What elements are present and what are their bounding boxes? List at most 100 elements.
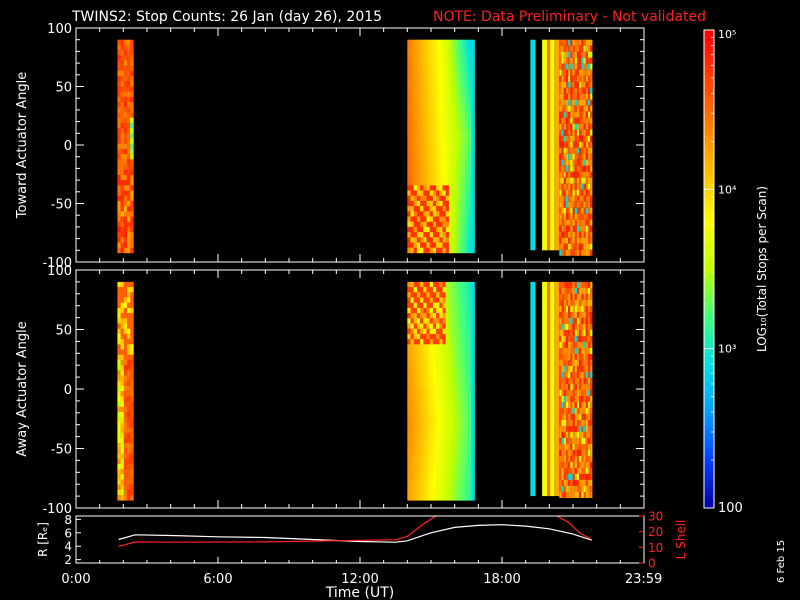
heatmap-cell <box>574 177 578 184</box>
heatmap-cell <box>420 232 424 238</box>
heatmap-cell <box>458 211 463 217</box>
heatmap-cell <box>423 432 427 439</box>
heatmap-cell <box>439 39 443 46</box>
heatmap-cell <box>429 232 434 238</box>
heatmap-cell <box>590 75 593 82</box>
heatmap-cell <box>590 165 593 172</box>
colorbar-gradient <box>703 29 715 509</box>
heatmap-cell <box>565 293 569 300</box>
heatmap-cell <box>576 231 580 238</box>
heatmap-cell <box>120 107 125 113</box>
heatmap-cell <box>448 344 453 350</box>
heatmap-cell <box>583 39 586 46</box>
heatmap-cell <box>127 370 131 376</box>
heatmap-cell <box>583 105 586 112</box>
heatmap-cell <box>585 117 589 124</box>
heatmap-cell <box>436 313 440 319</box>
preliminary-note: NOTE: Data Preliminary - Not validated <box>433 9 706 25</box>
heatmap-cell <box>461 359 466 366</box>
heatmap-cell <box>439 117 443 124</box>
heatmap-cell <box>130 432 134 439</box>
heatmap-cell <box>570 105 573 112</box>
heatmap-cell <box>410 380 415 387</box>
heatmap-cell <box>461 427 466 433</box>
heatmap-cell <box>587 329 591 336</box>
heatmap-cell <box>468 396 472 402</box>
heatmap-cell <box>407 86 411 92</box>
heatmap-cell <box>570 237 573 244</box>
heatmap-cell <box>123 307 128 314</box>
heatmap-cell <box>576 473 580 480</box>
heatmap-cell <box>471 380 475 387</box>
heatmap-cell <box>574 467 578 474</box>
heatmap-cell <box>117 81 121 87</box>
heatmap-cell <box>442 474 447 480</box>
heatmap-cell <box>436 107 440 113</box>
heatmap-cell <box>565 311 569 318</box>
heatmap-cell <box>565 231 569 238</box>
heatmap-cell <box>407 339 411 345</box>
heatmap-cell <box>407 365 411 371</box>
heatmap-cell <box>574 305 578 312</box>
heatmap-cell <box>439 448 443 454</box>
heatmap-cell <box>416 91 421 98</box>
heatmap-cell <box>442 102 447 108</box>
heatmap-cell <box>471 143 475 150</box>
heatmap-cell <box>445 391 450 397</box>
heatmap-cell <box>123 495 128 501</box>
heatmap-cell <box>407 216 411 222</box>
heatmap-cell <box>561 135 564 142</box>
heatmap-cell <box>579 407 582 414</box>
heatmap-cell <box>420 411 424 418</box>
heatmap-cell <box>585 111 589 118</box>
heatmap-cell <box>410 96 415 103</box>
heatmap-cell <box>464 55 469 61</box>
heatmap-cell <box>464 318 469 324</box>
heatmap-cell <box>565 207 569 214</box>
heatmap-cell <box>407 307 411 314</box>
heatmap-cell <box>130 190 134 196</box>
heatmap-cell <box>407 211 411 217</box>
heatmap-cell <box>587 51 591 58</box>
heatmap-cell <box>416 437 421 444</box>
heatmap-cell <box>413 211 418 217</box>
heatmap-cell <box>572 335 575 342</box>
heatmap-cell <box>570 377 573 384</box>
heatmap-cell <box>429 287 434 293</box>
heatmap-cell <box>120 495 125 501</box>
heatmap-cell <box>572 213 575 220</box>
heatmap-cell <box>458 70 463 77</box>
heatmap-cell <box>130 484 134 491</box>
heatmap-cell <box>455 185 459 191</box>
heatmap-cell <box>461 380 466 387</box>
heatmap-cell <box>130 427 134 433</box>
heatmap-cell <box>587 123 591 130</box>
heatmap-cell <box>574 347 578 354</box>
heatmap-cell <box>590 281 593 288</box>
heatmap-cell <box>420 380 424 387</box>
heatmap-cell <box>413 406 418 413</box>
heatmap-cell <box>420 396 424 402</box>
heatmap-cell <box>410 206 415 212</box>
heatmap-cell <box>117 489 121 496</box>
heatmap-cell <box>455 333 459 340</box>
heatmap-cell <box>468 458 472 465</box>
heatmap-cell <box>410 180 415 186</box>
heatmap-cell <box>432 443 437 449</box>
heatmap-cell <box>123 349 128 355</box>
heatmap-cell <box>468 463 472 470</box>
heatmap-cell <box>570 165 573 172</box>
heatmap-cell <box>581 105 584 112</box>
heatmap-cell <box>416 102 421 108</box>
heatmap-cell <box>452 443 456 449</box>
heatmap-cell <box>581 401 584 408</box>
heatmap-cell <box>583 431 586 438</box>
heatmap-cell <box>590 335 593 342</box>
heatmap-cell <box>420 328 424 335</box>
heatmap-cell <box>416 448 421 454</box>
heatmap-cell <box>442 313 447 319</box>
heatmap-cell <box>429 122 434 129</box>
heatmap-cell <box>574 153 578 160</box>
heatmap-cell <box>471 65 475 72</box>
heatmap-cell <box>120 91 125 98</box>
